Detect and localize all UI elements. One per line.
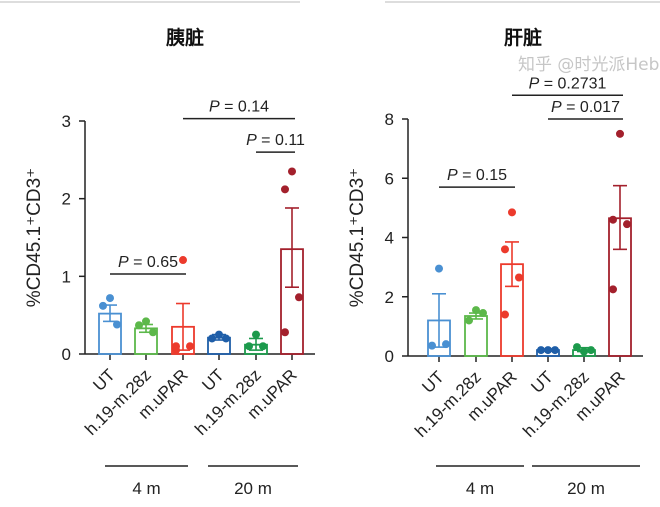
data-point [106,294,114,303]
x-tick-label: UT [418,367,447,396]
y-tick-label: 0 [62,345,71,364]
p-value: = 0.14 [220,99,269,116]
y-tick-label: 0 [385,347,394,366]
chart-title: 胰脏 [165,26,204,49]
data-point [252,330,260,339]
data-point [259,342,267,351]
x-tick-label: UT [527,367,556,396]
group-label: 20 m [234,479,272,498]
p-symbol: P [551,99,562,116]
data-point [245,342,253,351]
data-point [623,220,631,229]
x-tick-label: UT [198,365,227,394]
data-point [281,328,289,337]
y-tick-label: 2 [385,288,394,307]
p-value: = 0.65 [129,254,178,271]
data-point [435,264,443,273]
x-tick-label: UT [89,365,118,394]
data-point [428,341,436,350]
p-value: = 0.11 [257,132,305,149]
p-value-label: P = 0.14 [209,99,269,116]
y-tick-label: 4 [385,229,394,248]
data-point [472,306,480,315]
data-point [442,340,450,349]
p-value-label: P = 0.65 [118,254,178,271]
p-symbol: P [118,254,129,271]
data-point [501,310,509,319]
group-label: 4 m [466,479,494,498]
p-value: = 0.2731 [539,75,606,92]
data-point [186,342,194,351]
data-point [222,334,230,343]
p-value: = 0.017 [562,99,620,116]
data-point [208,334,216,343]
data-point [288,167,296,176]
data-point [580,347,588,356]
data-point [501,245,509,254]
watermark: 知乎 @时光派Hebe [518,55,660,75]
p-value-label: P = 0.11 [246,132,305,149]
data-point [479,309,487,318]
chart-title: 肝脏 [504,26,542,49]
y-axis-label: %CD45.1⁺CD3⁺ [24,168,45,307]
p-value-label: P = 0.15 [447,167,507,184]
data-point [172,342,180,351]
data-point [295,293,303,302]
data-point [515,273,523,282]
group-label: 4 m [132,479,160,498]
p-symbol: P [447,167,458,184]
data-point [537,346,545,355]
p-symbol: P [246,132,257,149]
y-tick-label: 8 [385,110,394,129]
data-point [215,330,223,339]
y-axis-label: %CD45.1⁺CD3⁺ [347,168,368,307]
y-tick-label: 6 [385,169,394,188]
p-symbol: P [209,99,220,116]
data-point [587,346,595,355]
data-point [135,321,143,330]
data-point [609,285,617,294]
data-point [573,343,581,352]
data-point [465,316,473,325]
p-value: = 0.15 [458,167,507,184]
y-tick-label: 2 [62,190,71,209]
data-point [609,215,617,224]
y-tick-label: 3 [62,112,71,131]
data-point [142,317,150,326]
data-point [149,328,157,337]
group-label: 20 m [567,479,605,498]
y-tick-label: 1 [62,267,71,286]
data-point [551,346,559,355]
data-point [544,346,552,355]
data-point [113,320,121,329]
data-point [281,185,289,194]
p-symbol: P [529,75,540,92]
p-value-label: P = 0.017 [551,99,620,116]
data-point [179,256,187,265]
p-value-label: P = 0.2731 [529,75,607,92]
data-point [508,208,516,217]
data-point [99,301,107,310]
data-point [616,129,624,138]
